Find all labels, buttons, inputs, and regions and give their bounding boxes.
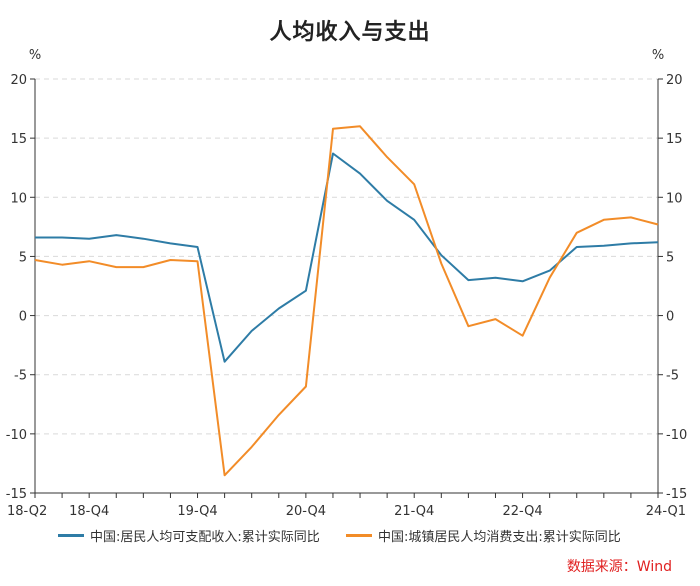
y-tick-label-left: 10 — [10, 191, 27, 206]
y-tick-label-right: -15 — [666, 487, 687, 502]
x-tick-label: 21-Q4 — [394, 504, 434, 519]
y-tick-label-left: -5 — [14, 369, 27, 384]
legend-label-consumption: 中国:城镇居民人均消费支出:累计实际同比 — [378, 530, 621, 545]
x-tick-label: 18-Q4 — [69, 504, 109, 519]
y-tick-label-left: 20 — [10, 73, 27, 88]
legend-item-income[interactable]: 中国:居民人均可支配收入:累计实际同比 — [58, 526, 320, 545]
y-tick-label-right: 15 — [666, 132, 683, 147]
y-tick-label-right: 5 — [666, 250, 674, 265]
tick-labels: -15 -15 -10 -10 -5 -5 0 0 5 5 10 10 15 15 20 20% % 18-Q2 1… — [6, 48, 687, 519]
gridlines — [35, 78, 658, 435]
y-tick-label-left: -15 — [6, 487, 27, 502]
x-tick-label: 19-Q4 — [177, 504, 217, 519]
data-source-note: 数据来源：Wind — [566, 559, 672, 575]
y-unit-right: % — [652, 48, 664, 63]
y-tick-label-left: 15 — [10, 132, 27, 147]
axes — [30, 78, 663, 498]
x-tick-label: 20-Q4 — [286, 504, 326, 519]
chart-title: 人均收入与支出 — [269, 20, 431, 45]
y-unit-left: % — [29, 48, 41, 63]
x-tick-label: 24-Q1 — [646, 504, 686, 519]
legend-swatch-income — [58, 534, 84, 537]
y-tick-label-left: 5 — [19, 250, 27, 265]
legend-label-income: 中国:居民人均可支配收入:累计实际同比 — [90, 530, 320, 545]
y-tick-label-right: -5 — [666, 369, 679, 384]
y-tick-label-right: 20 — [666, 73, 683, 88]
series-line-income — [35, 152, 659, 363]
y-tick-label-left: -10 — [6, 428, 27, 443]
y-tick-label-right: -10 — [666, 428, 687, 443]
series-line-consumption — [34, 125, 659, 477]
x-tick-label: 22-Q4 — [502, 504, 542, 519]
legend: 中国:居民人均可支配收入:累计实际同比 中国:城镇居民人均消费支出:累计实际同比 — [58, 526, 698, 548]
y-tick-label-left: 0 — [19, 310, 27, 325]
legend-swatch-consumption — [346, 534, 372, 537]
y-tick-label-right: 0 — [666, 310, 674, 325]
series-lines — [34, 125, 659, 477]
y-tick-label-right: 10 — [666, 191, 683, 206]
x-tick-label: 18-Q2 — [7, 504, 47, 519]
legend-item-consumption[interactable]: 中国:城镇居民人均消费支出:累计实际同比 — [346, 526, 621, 545]
